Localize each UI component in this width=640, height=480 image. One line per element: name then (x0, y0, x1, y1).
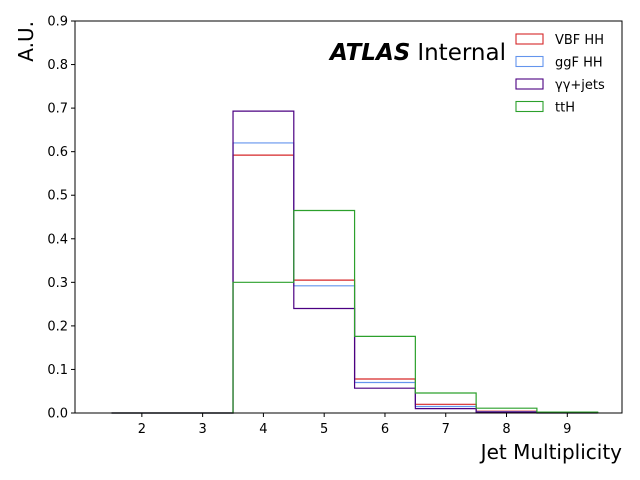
y-tick-label: 0.7 (47, 102, 68, 117)
x-tick-label: 4 (259, 422, 267, 437)
experiment-label: ATLAS Internal (328, 40, 506, 66)
plot-area (75, 21, 622, 413)
y-tick-label: 0.8 (47, 58, 68, 73)
legend-label: ttH (555, 101, 575, 116)
x-tick-label: 3 (198, 422, 206, 437)
y-tick-label: 0.2 (47, 319, 68, 334)
y-axis-label: A.U. (14, 21, 38, 62)
axes-layer: 2 3 4 5 6 7 8 9 0.0 0.1 0.2 0.3 0.4 0.5 0.6 0.7 0.8 0.9 (47, 15, 623, 437)
legend-label: ggF HH (555, 56, 603, 71)
y-tick-label: 0.4 (47, 232, 68, 247)
legend-swatch (515, 100, 544, 113)
legend-label: VBF HH (555, 33, 604, 48)
x-axis-label: Jet Multiplicity (479, 440, 622, 464)
experiment-status: Internal (417, 40, 506, 66)
legend-swatch (515, 33, 544, 45)
axes-frame (74, 20, 623, 414)
plot-background (75, 21, 622, 413)
y-tick-label: 0.5 (47, 189, 68, 204)
x-tick-label: 7 (442, 422, 450, 437)
y-tick-label: 0.1 (47, 363, 68, 378)
x-tick-label: 8 (502, 422, 510, 437)
legend: VBF HH ggF HH γγ+jets ttH (515, 33, 605, 116)
series-layer (111, 110, 599, 414)
legend-swatch (515, 55, 544, 68)
x-tick-label: 5 (320, 422, 328, 437)
series-3-histogram (111, 209, 599, 414)
x-tick-label: 2 (138, 422, 146, 437)
legend-label: γγ+jets (555, 78, 605, 93)
legend-swatch (515, 78, 544, 90)
x-tick-label: 9 (563, 422, 571, 437)
y-tick-label: 0.3 (47, 276, 68, 291)
x-tick-label: 6 (381, 422, 389, 437)
y-tick-label: 0.6 (47, 145, 68, 160)
y-tick-label: 0.9 (47, 15, 68, 30)
y-tick-label: 0.0 (47, 407, 68, 422)
experiment-name: ATLAS (328, 40, 410, 66)
